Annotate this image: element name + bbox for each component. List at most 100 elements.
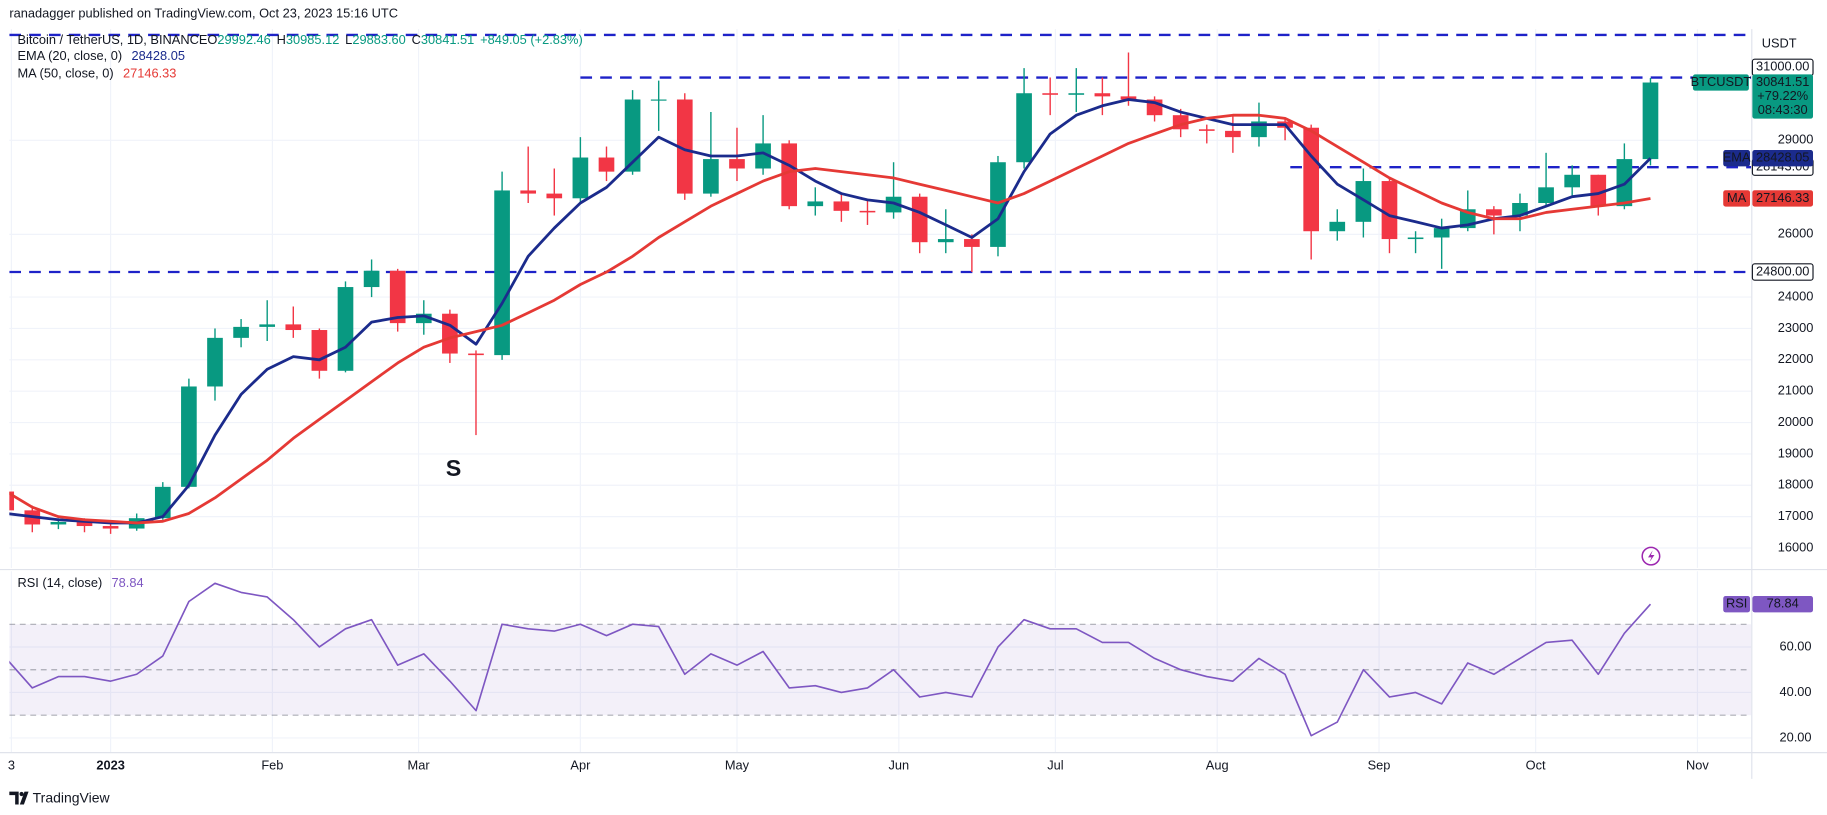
series-tag-name: EMA xyxy=(1723,150,1751,165)
series-tag-name-box xyxy=(1723,596,1751,613)
series-tag-value-box xyxy=(1752,190,1814,207)
candle-body xyxy=(76,521,93,527)
candle-body xyxy=(102,526,119,529)
candle-body xyxy=(1512,203,1528,216)
y-tick-label: 22000 xyxy=(1778,351,1814,366)
ohlc-key: H xyxy=(277,32,286,47)
candle-body xyxy=(207,337,223,387)
y-tick-label: 29000 xyxy=(1778,132,1814,147)
x-tick-label: Sep xyxy=(1368,757,1391,772)
series-last: 28428.05 xyxy=(132,49,185,64)
candle-body xyxy=(337,287,354,371)
candle-body xyxy=(1433,228,1450,238)
candle-body xyxy=(911,196,928,243)
ohlc-value: 30985.12 xyxy=(286,32,339,47)
y-tick-label: 26000 xyxy=(1778,226,1814,241)
x-tick-label: Oct xyxy=(1526,757,1546,772)
x-tick-label: Jun xyxy=(888,757,909,772)
candle-body xyxy=(442,313,458,354)
candle-body xyxy=(389,270,406,324)
x-tick-label: 3 xyxy=(8,757,15,772)
alert-icon xyxy=(1641,546,1661,566)
candle-body xyxy=(703,159,719,194)
ohlc-value: 30841.51 xyxy=(421,32,474,47)
candle-body xyxy=(311,330,328,371)
x-tick-label: 2023 xyxy=(96,757,125,772)
candle-body xyxy=(807,201,824,207)
candle-body xyxy=(494,190,510,356)
candle-body xyxy=(1094,93,1111,97)
x-tick-label: Nov xyxy=(1686,757,1709,772)
candle-body xyxy=(1303,127,1320,232)
x-tick-label: Mar xyxy=(408,757,431,772)
series-line xyxy=(9,113,1651,525)
y-tick-label: 20000 xyxy=(1778,414,1814,429)
symbol-tag-box xyxy=(1692,74,1749,91)
candle-body xyxy=(755,143,771,169)
series-tag-value: 28428.05 xyxy=(1756,150,1809,165)
price-pane xyxy=(9,33,1752,534)
candle-body xyxy=(885,196,902,213)
series-legend: RSI (14, close) 78.84 xyxy=(17,576,143,591)
series-legend: EMA (20, close, 0) 28428.05 xyxy=(17,49,184,64)
candle-body xyxy=(781,143,798,207)
candle-body xyxy=(676,99,693,194)
series-name: EMA (20, close, 0) xyxy=(17,49,122,64)
rsi-pane xyxy=(9,582,1752,737)
candle-body xyxy=(833,201,850,211)
x-tick-label: May xyxy=(725,757,750,772)
y-tick-label: 19000 xyxy=(1778,445,1814,460)
candle-body xyxy=(937,239,954,243)
candle-body xyxy=(1564,174,1581,188)
candle-body xyxy=(1120,96,1137,100)
currency: USDT xyxy=(1762,36,1797,51)
level-tag: 24800.00 xyxy=(1756,263,1809,278)
candle-body xyxy=(1407,237,1424,240)
publisher: ranadagger published on TradingView.com,… xyxy=(9,5,398,20)
candle-body xyxy=(50,521,67,525)
series-name: RSI (14, close) xyxy=(17,576,102,591)
last-price: 30841.51 xyxy=(1756,74,1809,89)
candle-body xyxy=(1486,209,1502,216)
candle-body xyxy=(1538,187,1554,204)
series-last: 78.84 xyxy=(112,576,144,591)
series-last: 27146.33 xyxy=(123,66,176,81)
candle-body xyxy=(285,324,302,331)
y-tick-label: 24000 xyxy=(1778,288,1814,303)
candle-body xyxy=(415,313,432,324)
candle-body xyxy=(1590,174,1607,207)
grid xyxy=(9,29,1752,753)
candle-body xyxy=(1381,181,1398,240)
candle-body xyxy=(363,270,380,288)
y-tick-label: 17000 xyxy=(1778,508,1814,523)
candle-body xyxy=(964,239,980,247)
series-name: MA (50, close, 0) xyxy=(17,66,113,81)
level-tag: 31000.00 xyxy=(1756,59,1809,74)
y-tick-label: 23000 xyxy=(1778,320,1814,335)
annotation: S xyxy=(446,455,462,481)
candle-body xyxy=(468,353,484,356)
last-change: +79.22% xyxy=(1757,88,1808,103)
y-tick-label: 18000 xyxy=(1778,477,1814,492)
series-line xyxy=(9,98,1652,525)
candle-body xyxy=(1329,221,1346,232)
candle-body xyxy=(990,162,1006,247)
symbol-tag: BTCUSDT xyxy=(1691,74,1752,89)
candle-body xyxy=(1068,93,1085,95)
x-tick-label: Jul xyxy=(1047,757,1063,772)
candle-body xyxy=(181,386,197,487)
candle-body xyxy=(572,157,589,199)
candle-body xyxy=(1225,130,1241,138)
ohlc-key: L xyxy=(345,32,352,47)
brand-logo xyxy=(9,791,29,805)
candle-body xyxy=(259,324,276,327)
change-legend: +849.05 (+2.83%) xyxy=(480,32,583,47)
last-price-box xyxy=(1752,74,1814,119)
candle-body xyxy=(598,157,615,172)
candle-body xyxy=(546,193,563,199)
ohlc-key: C xyxy=(412,32,421,47)
countdown: 08:43:30 xyxy=(1758,102,1808,117)
